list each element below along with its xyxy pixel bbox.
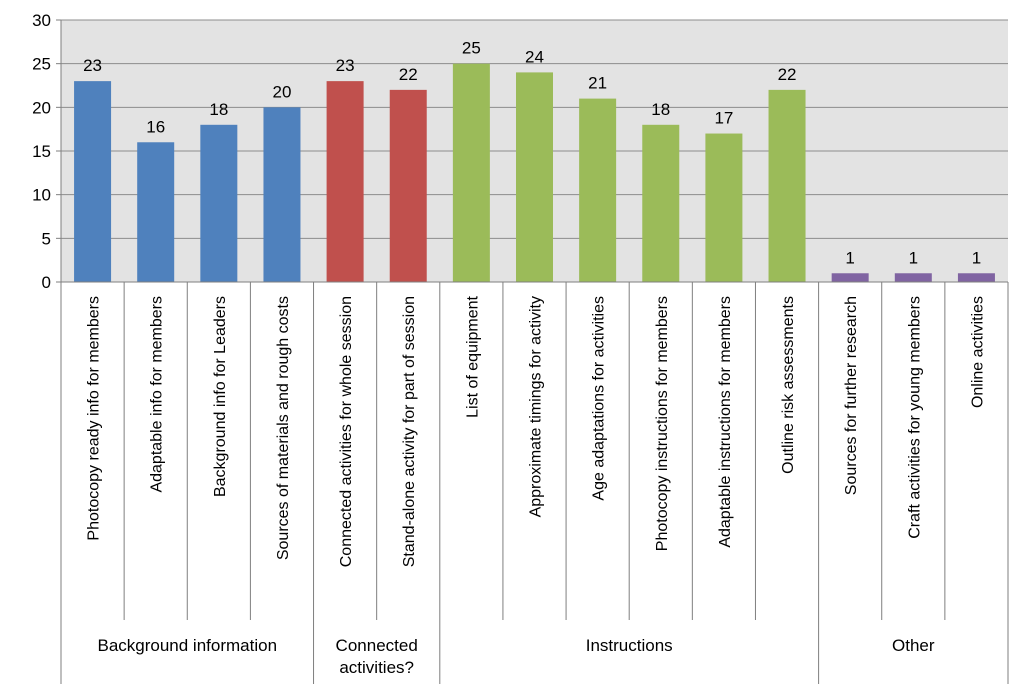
data-label: 23 — [83, 56, 102, 75]
data-label: 22 — [399, 65, 418, 84]
y-tick-label: 25 — [32, 55, 51, 74]
data-label: 17 — [714, 109, 733, 128]
data-label: 23 — [336, 56, 355, 75]
category-label: Outline risk assessments — [780, 296, 797, 474]
category-label: Stand-alone activity for part of session — [401, 296, 418, 567]
data-label: 25 — [462, 39, 481, 58]
bar — [326, 81, 364, 282]
data-label: 1 — [909, 248, 918, 267]
data-label: 18 — [209, 100, 228, 119]
bar — [263, 107, 301, 282]
group-label: Instructions — [586, 636, 673, 655]
data-label: 20 — [273, 82, 292, 101]
group-label: Background information — [97, 636, 277, 655]
bar — [957, 273, 995, 282]
y-tick-label: 5 — [42, 229, 51, 248]
category-label: Online activities — [969, 296, 986, 408]
bar — [200, 124, 238, 282]
bar — [452, 63, 490, 282]
bar — [74, 81, 112, 282]
bar — [831, 273, 869, 282]
category-label: Adaptable instructions for members — [717, 296, 734, 548]
group-label: Other — [892, 636, 935, 655]
data-label: 1 — [845, 248, 854, 267]
bar — [389, 89, 427, 282]
group-label: activities? — [339, 658, 414, 677]
y-tick-label: 20 — [32, 98, 51, 117]
y-tick-label: 10 — [32, 186, 51, 205]
y-tick-label: 0 — [42, 273, 51, 292]
bar — [894, 273, 932, 282]
category-label: Craft activities for young members — [906, 296, 923, 539]
bar — [768, 89, 806, 282]
category-label: Approximate timings for activity — [528, 296, 545, 517]
bar — [137, 142, 175, 282]
y-tick-label: 15 — [32, 142, 51, 161]
bar — [516, 72, 553, 283]
bar — [705, 133, 743, 282]
bar — [579, 98, 617, 282]
category-label: List of equipment — [464, 295, 481, 417]
category-label: Photocopy ready info for members — [86, 296, 103, 541]
group-label: Connected — [336, 636, 418, 655]
category-label: Background info for Leaders — [212, 296, 229, 497]
data-label: 18 — [651, 100, 670, 119]
data-label: 21 — [588, 74, 607, 93]
category-label: Sources of materials and rough costs — [275, 296, 292, 560]
data-label: 1 — [972, 248, 981, 267]
data-label: 22 — [778, 65, 797, 84]
bar — [642, 124, 680, 282]
category-label: Age adaptations for activities — [591, 296, 608, 501]
category-label: Sources for further research — [843, 296, 860, 495]
category-label: Connected activities for whole session — [338, 296, 355, 567]
y-tick-label: 30 — [32, 11, 51, 30]
labels: 0 5 10 15 20 25 30 23 Photocopy ready info for m… — [32, 11, 986, 677]
data-label: 24 — [525, 47, 544, 66]
axes — [56, 19, 1009, 684]
bars — [74, 63, 995, 283]
data-label: 16 — [146, 117, 165, 136]
category-label: Photocopy instructions for members — [654, 296, 671, 551]
category-label: Adaptable info for members — [149, 296, 166, 493]
